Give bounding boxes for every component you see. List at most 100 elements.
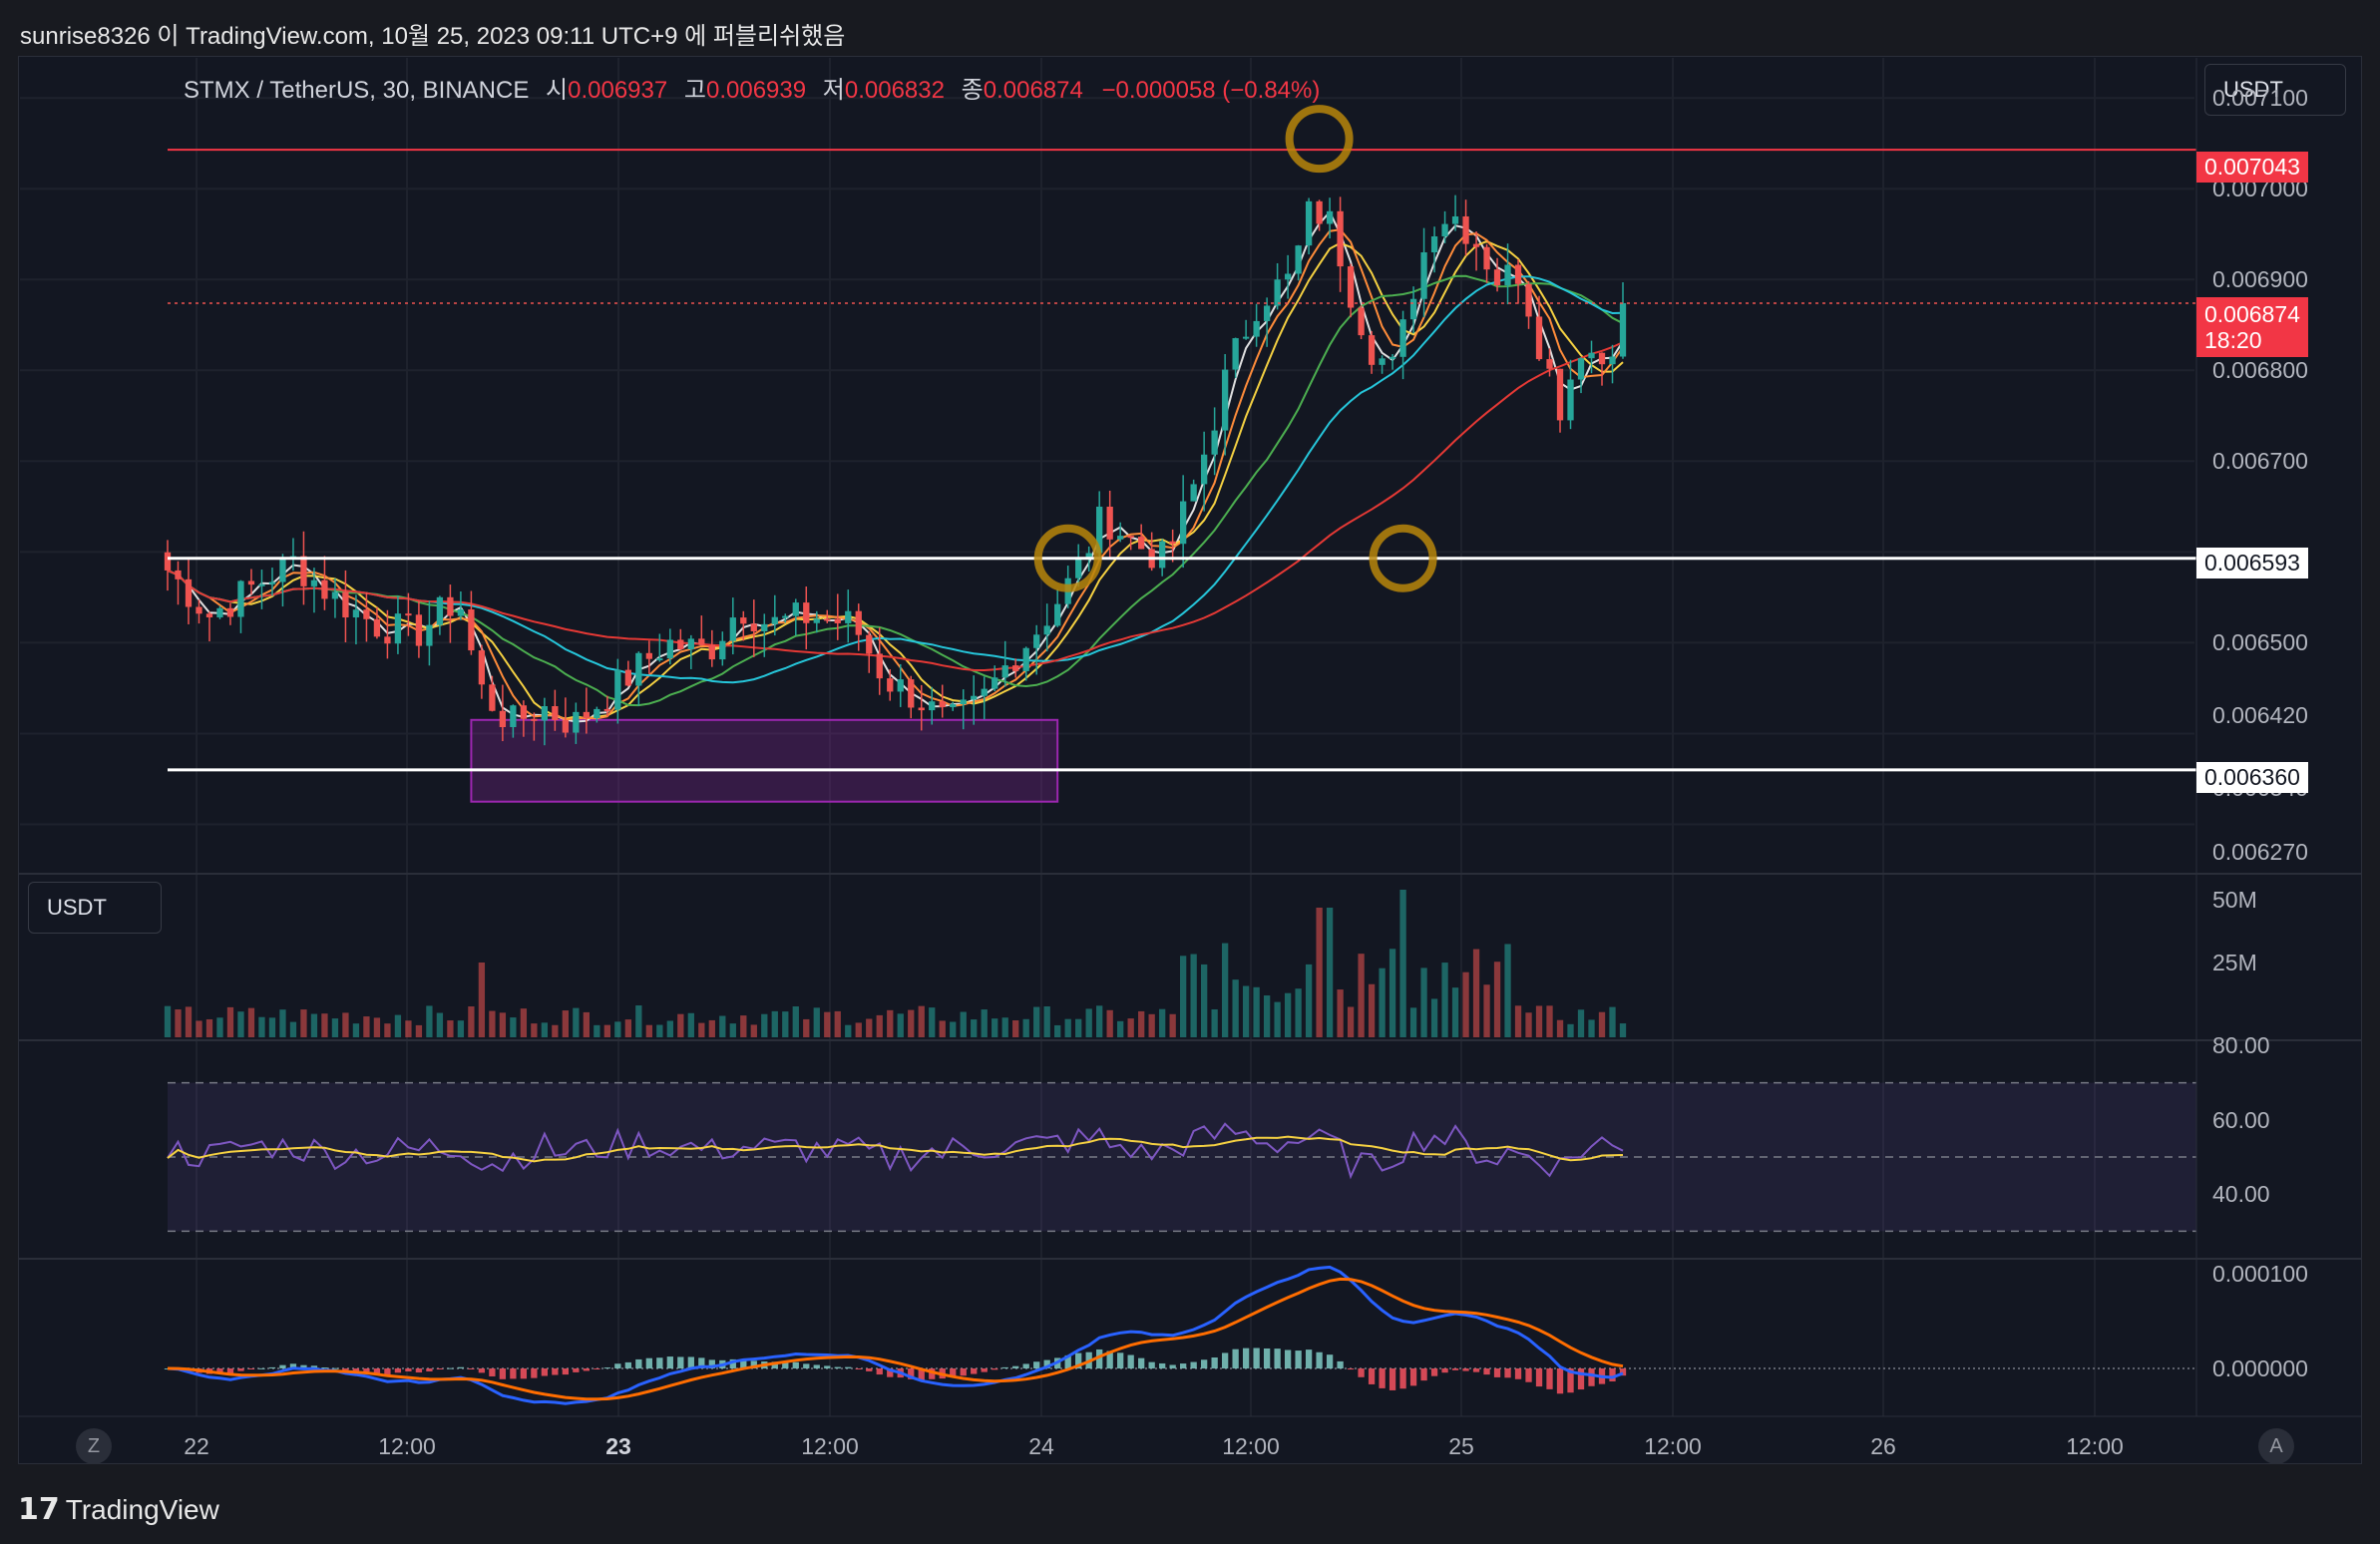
volume-bar-37: [552, 1024, 559, 1037]
candle-body-75: [950, 704, 957, 708]
candle-body-120: [1420, 251, 1427, 299]
volume-currency-button[interactable]: USDT: [28, 882, 162, 934]
candle-93: [1138, 524, 1145, 550]
time-axis-label-5: 12:00: [1222, 1433, 1280, 1459]
candle-97: [1180, 475, 1187, 569]
candle-45: [635, 651, 642, 706]
candle-28: [457, 591, 465, 620]
volume-bar-134: [1567, 1023, 1574, 1037]
volume-bar-27: [447, 1020, 454, 1037]
auto-scale-button[interactable]: A: [2258, 1428, 2294, 1464]
candle-30: [478, 644, 486, 699]
volume-bar-105: [1263, 995, 1271, 1037]
candle-body-118: [1399, 319, 1406, 357]
candle-body-0: [164, 552, 172, 571]
candle-body-65: [845, 610, 852, 623]
candle-body-31: [489, 684, 496, 711]
candle-body-114: [1358, 307, 1365, 336]
candle-129: [1514, 259, 1522, 304]
volume-bar-42: [603, 1024, 610, 1037]
candle-body-10: [268, 581, 276, 584]
volume-bar-101: [1221, 943, 1229, 1037]
candle-21: [384, 609, 391, 659]
candle-body-47: [656, 658, 663, 661]
candle-body-33: [510, 705, 517, 728]
candle-body-38: [562, 719, 570, 733]
volume-bar-95: [1159, 1008, 1166, 1037]
macd-hist-25: [426, 1368, 433, 1371]
volume-bar-72: [918, 1005, 925, 1037]
volume-bar-12: [289, 1021, 297, 1037]
volume-bar-97: [1180, 956, 1187, 1037]
volume-bar-60: [792, 1006, 799, 1037]
candle-body-131: [1535, 316, 1543, 360]
volume-bar-24: [415, 1024, 423, 1037]
macd-hist-49: [677, 1356, 684, 1368]
candle-body-85: [1054, 603, 1061, 626]
candle-136: [1588, 340, 1595, 374]
candle-body-62: [813, 618, 820, 623]
candle-body-103: [1242, 336, 1250, 339]
candle-47: [656, 633, 663, 662]
annotation-circle-1: [1033, 524, 1102, 592]
price-axis-label-4: 0.006700: [2212, 448, 2308, 475]
chart-frame[interactable]: [18, 56, 2362, 1464]
macd-hist-91: [1117, 1352, 1124, 1368]
macd-hist-19: [363, 1368, 370, 1372]
ma-yellow: [167, 239, 1624, 720]
candle-body-95: [1159, 541, 1166, 569]
candle-91: [1117, 522, 1124, 543]
candle-76: [960, 689, 967, 730]
macd-hist-50: [687, 1356, 694, 1368]
candle-40: [583, 687, 591, 734]
volume-bar-28: [457, 1020, 465, 1037]
candle-41: [594, 706, 600, 723]
macd-hist-34: [520, 1368, 528, 1379]
volume-bar-89: [1096, 1005, 1103, 1037]
currency-button[interactable]: USDT: [2204, 64, 2346, 116]
candle-body-43: [614, 669, 621, 710]
time-axis-label-0: 22: [184, 1433, 209, 1459]
volume-bar-135: [1577, 1009, 1585, 1037]
time-axis-label-6: 25: [1448, 1433, 1474, 1459]
candle-70: [897, 663, 904, 707]
macd-hist-133: [1556, 1368, 1564, 1394]
candle-66: [855, 603, 862, 651]
candle-23: [405, 592, 412, 636]
volume-bar-33: [510, 1017, 517, 1037]
volume-bar-57: [761, 1013, 768, 1037]
zoom-left-button[interactable]: Z: [76, 1428, 112, 1464]
volume-bar-29: [468, 1006, 475, 1037]
candle-72: [918, 684, 925, 731]
macd-hist-103: [1242, 1348, 1250, 1368]
brand-name: TradingView: [65, 1494, 219, 1525]
open-value: 0.006937: [568, 77, 668, 104]
macd-hist-97: [1180, 1363, 1187, 1368]
macd-hist-44: [624, 1361, 631, 1368]
candle-body-26: [436, 596, 444, 625]
macd-hist-8: [247, 1368, 255, 1369]
ma-orange: [167, 228, 1624, 721]
macd-hist-35: [531, 1368, 538, 1378]
volume-bar-100: [1211, 1008, 1218, 1037]
candle-73: [929, 686, 936, 725]
candle-body-125: [1472, 243, 1480, 247]
macd-hist-51: [698, 1357, 705, 1368]
macd-hist-86: [1064, 1354, 1071, 1368]
macd-panel: [164, 1265, 2196, 1405]
volume-bar-116: [1379, 967, 1386, 1037]
candle-119: [1409, 286, 1417, 334]
candle-114: [1358, 305, 1365, 340]
candle-3: [196, 599, 202, 624]
rsi-panel: [167, 1081, 2196, 1233]
candle-100: [1211, 407, 1218, 476]
volume-bar-0: [164, 1005, 172, 1037]
candle-92: [1127, 536, 1134, 551]
candle-138: [1609, 344, 1616, 384]
circle-annotations: [1033, 105, 1437, 592]
macd-hist-37: [552, 1368, 559, 1375]
candle-50: [687, 634, 694, 669]
macd-hist-66: [855, 1368, 862, 1369]
rsi-axis-label-0: 80.00: [2212, 1032, 2270, 1059]
